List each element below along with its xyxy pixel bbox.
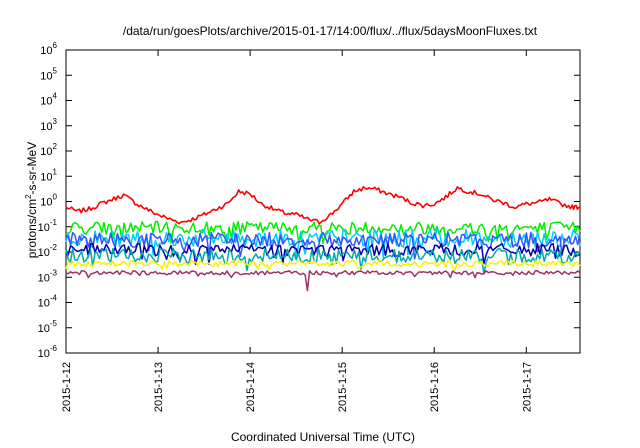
y-tick-label: 10-5 [38, 319, 58, 335]
y-tick-label-base: 10 [40, 45, 52, 57]
y-tick-label: 10-1 [38, 218, 58, 234]
y-tick-label-exp: -1 [50, 218, 58, 227]
y-tick-label-base: 10 [38, 247, 50, 259]
plot-frame [65, 49, 581, 354]
y-tick-label-exp: 6 [53, 41, 58, 50]
y-tick-label-base: 10 [40, 121, 52, 133]
y-tick-label: 104 [40, 92, 57, 108]
y-axis-label-base: protons/cm [25, 199, 39, 258]
y-axis: 10-610-510-410-310-210-11001011021031041… [38, 41, 580, 360]
y-tick-label: 10-3 [38, 268, 58, 284]
y-tick-label: 102 [40, 142, 57, 158]
series-line-4 [65, 231, 581, 260]
x-tick-label: 2015-1-16 [429, 362, 441, 412]
y-tick-label-base: 10 [38, 348, 50, 360]
x-tick-label: 2015-1-13 [153, 362, 165, 412]
series-group [65, 186, 581, 292]
y-tick-label-base: 10 [38, 298, 50, 310]
x-tick-label: 2015-1-15 [337, 362, 349, 412]
y-tick-label-exp: -3 [50, 268, 58, 277]
series-line-1 [65, 186, 581, 225]
y-tick-label-exp: -4 [50, 294, 58, 303]
y-axis-label-sup: 2 [24, 194, 33, 199]
y-tick-label-exp: 1 [53, 167, 58, 176]
y-tick-label-exp: 3 [53, 117, 58, 126]
series-line-2 [65, 220, 581, 245]
series-line-7 [65, 259, 581, 272]
y-tick-label-base: 10 [40, 146, 52, 158]
y-tick-label: 103 [40, 117, 57, 133]
y-tick-label: 105 [40, 66, 57, 82]
x-axis: 2015-1-12 2015-1-13 2015-1-14 2015-1-15 2015… [61, 50, 533, 412]
series-line-5 [65, 242, 580, 265]
y-tick-label-exp: -6 [50, 344, 58, 353]
y-tick-label-exp: 4 [53, 92, 58, 101]
y-tick-label: 10-2 [38, 243, 58, 259]
series-line-6 [65, 247, 581, 275]
y-tick-label-base: 10 [38, 222, 50, 234]
y-axis-label-rest: -s-sr-MeV [25, 142, 39, 195]
y-tick-label: 10-6 [38, 344, 58, 360]
y-tick-label: 100 [40, 193, 57, 209]
y-tick-label-base: 10 [40, 171, 52, 183]
y-tick-label-base: 10 [38, 272, 50, 284]
x-axis-label: Coordinated Universal Time (UTC) [231, 430, 415, 444]
y-tick-label-base: 10 [38, 323, 50, 335]
y-axis-label: protons/cm2-s-sr-MeV [24, 142, 39, 258]
x-tick-label: 2015-1-17 [521, 362, 533, 412]
y-tick-label-base: 10 [40, 96, 52, 108]
y-tick-label-exp: -5 [50, 319, 58, 328]
y-tick-label-exp: -2 [50, 243, 58, 252]
y-tick-label: 10-4 [38, 294, 58, 310]
y-tick-label: 106 [40, 41, 57, 57]
y-tick-label-exp: 2 [53, 142, 58, 151]
x-tick-label: 2015-1-14 [245, 362, 257, 412]
series-line-8 [65, 270, 581, 292]
y-tick-label-base: 10 [40, 70, 52, 82]
y-tick-label-exp: 0 [53, 193, 58, 202]
x-tick-label: 2015-1-12 [61, 362, 73, 412]
y-tick-label-exp: 5 [53, 66, 58, 75]
chart-title: /data/run/goesPlots/archive/2015-01-17/1… [123, 24, 538, 38]
y-tick-label-base: 10 [40, 197, 52, 209]
y-tick-label: 101 [40, 167, 57, 183]
